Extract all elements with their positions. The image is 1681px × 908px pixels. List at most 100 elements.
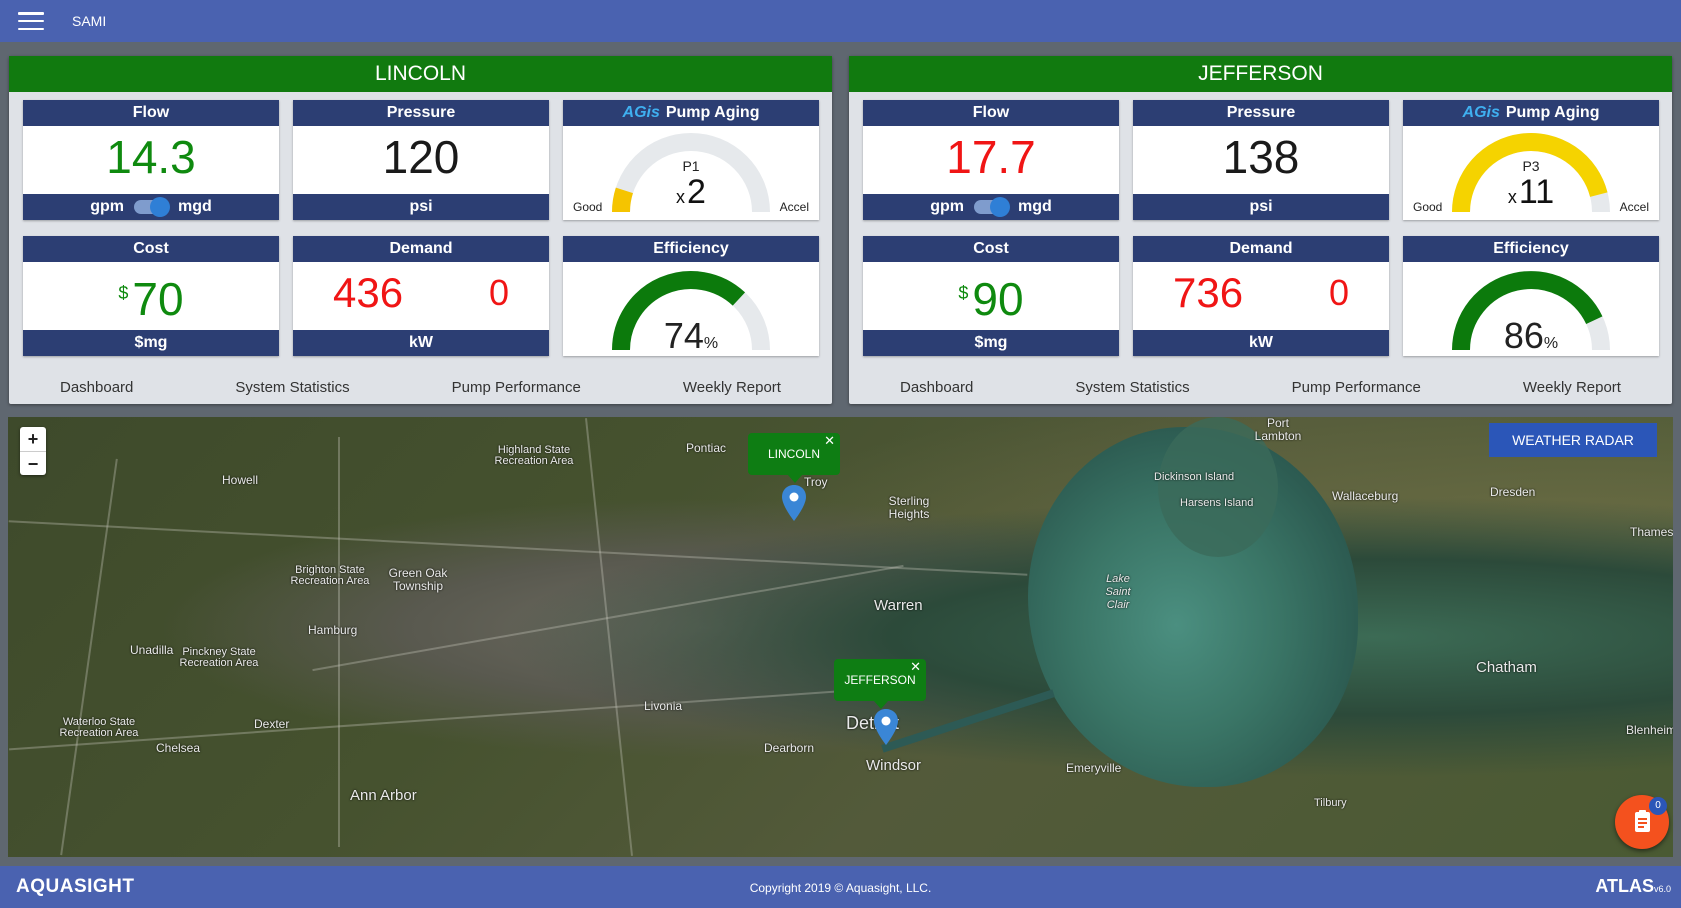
cost-unit: $mg [863,330,1119,356]
map-place-label: Unadilla [130,643,174,657]
aging-multiplier: x2 [676,173,706,211]
map-place-label: Port Lambton [1254,417,1302,443]
jefferson-map-pin-icon[interactable] [874,709,898,745]
weekly-report-link[interactable]: Weekly Report [1522,379,1621,396]
demand-value: 436 [333,269,404,316]
footer-product: ATLASv6.0 [1595,876,1671,897]
cost-label: Cost [23,236,279,262]
map-place-label: Windsor [866,757,922,774]
efficiency-card: Efficiency 86% [1403,236,1659,356]
flow-unit-toggle-row: gpm mgd [23,194,279,220]
map-place-label: Hamburg [308,623,358,637]
pressure-unit: psi [293,194,549,220]
map-place-label: Troy [804,475,828,489]
system-statistics-link[interactable]: System Statistics [235,379,350,396]
flow-card: Flow 14.3 gpm mgd [23,100,279,220]
notes-fab-button[interactable]: 0 [1615,795,1669,849]
highway-line [60,458,118,856]
weather-radar-button[interactable]: WEATHER RADAR [1489,423,1657,457]
agis-logo: AGis [1462,104,1500,121]
unit-mgd-label: mgd [178,198,212,215]
gauge-good-label: Good [1413,200,1443,214]
pump-aging-gauge [1452,133,1610,213]
efficiency-gauge [612,271,770,351]
map-place-label: Warren [874,597,923,614]
efficiency-label: Efficiency [563,236,819,262]
dashboard-link[interactable]: Dashboard [60,379,134,396]
pump-performance-link[interactable]: Pump Performance [1291,379,1421,396]
highway-line [338,437,340,847]
close-icon[interactable]: ✕ [824,433,835,448]
dashboard-link[interactable]: Dashboard [900,379,974,396]
marker-label: JEFFERSON [844,673,916,687]
map-place-label: Waterloo State Recreation Area [59,716,139,739]
station-nav-links: Dashboard System Statistics Pump Perform… [849,379,1672,396]
cost-card: Cost $90 $mg [863,236,1119,356]
pump-id: P3 [1522,158,1540,174]
map-place-label: Pinckney State Recreation Area [179,646,259,669]
map-place-label: Chatham [1476,659,1537,676]
map-place-label: Brighton State Recreation Area [290,564,370,587]
pump-aging-card[interactable]: AGis Pump Aging P1 x2 Good Accel [563,100,819,220]
flow-unit-toggle[interactable] [974,197,1010,217]
pressure-card: Pressure 138 psi [1133,100,1389,220]
lincoln-map-pin-icon[interactable] [782,485,806,521]
map-place-label: Chelsea [156,741,201,755]
system-statistics-link[interactable]: System Statistics [1075,379,1190,396]
gauge-good-label: Good [573,200,603,214]
demand-unit: kW [293,330,549,356]
zoom-in-button[interactable]: + [27,429,39,449]
hamburger-menu-icon[interactable] [18,12,44,30]
pressure-label: Pressure [293,100,549,126]
unit-gpm-label: gpm [90,198,124,215]
cost-unit: $mg [23,330,279,356]
demand-card: Demand 736 0 kW [1133,236,1389,356]
demand-label: Demand [293,236,549,262]
lincoln-marker-popup[interactable]: LINCOLN ✕ [748,433,840,483]
pump-aging-gauge [611,133,770,213]
demand-secondary-value: 0 [1328,272,1349,313]
zoom-control: + − [20,427,46,475]
flow-unit-toggle[interactable] [134,197,170,217]
gauge-accel-label: Accel [1619,200,1649,214]
footer-copyright: Copyright 2019 © Aquasight, LLC. [749,881,932,895]
efficiency-label: Efficiency [1403,236,1659,262]
map-place-label: Blenheim [1626,723,1673,737]
cost-value: $70 [118,273,184,325]
map-place-label: Emeryville [1066,761,1122,775]
pump-performance-link[interactable]: Pump Performance [451,379,581,396]
weekly-report-link[interactable]: Weekly Report [682,379,781,396]
product-name: ATLAS [1595,876,1654,896]
close-icon[interactable]: ✕ [910,659,921,674]
map-place-label: Dickinson Island [1154,471,1235,483]
cost-card: Cost $70 $mg [23,236,279,356]
demand-unit: kW [1133,330,1389,356]
footer-bar: AQUASIGHT Copyright 2019 © Aquasight, LL… [0,866,1681,908]
station-title: LINCOLN [9,56,832,92]
efficiency-gauge [1452,271,1610,351]
efficiency-value: 74% [663,315,719,356]
pump-aging-label: Pump Aging [665,104,760,121]
map-place-label: Ann Arbor [350,787,417,804]
pressure-unit: psi [1133,194,1389,220]
map-place-label: Harsens Island [1180,497,1254,509]
efficiency-value: 86% [1503,315,1559,356]
satellite-map[interactable]: + − WEATHER RADAR Pontiac Highland State… [8,417,1673,857]
map-place-label: Sterling Heights [888,494,930,521]
pump-aging-card[interactable]: AGis Pump Aging P3 x11 Good Accel [1403,100,1659,220]
map-place-label: Thames [1630,525,1673,539]
pump-aging-label: Pump Aging [1505,104,1600,121]
efficiency-card: Efficiency 74% [563,236,819,356]
map-place-label: Dearborn [764,741,815,755]
marker-label: LINCOLN [767,447,820,461]
map-place-label: Livonia [644,699,683,713]
flow-value: 14.3 [106,131,196,183]
pressure-value: 120 [382,131,460,183]
jefferson-marker-popup[interactable]: JEFFERSON ✕ [834,659,926,709]
station-panel-jefferson: JEFFERSON Flow 17.7 gpm mgd Pressure 138… [849,56,1672,404]
map-place-label: Wallaceburg [1332,489,1399,503]
top-app-bar: SAMI [0,0,1681,42]
pressure-card: Pressure 120 psi [293,100,549,220]
app-title: SAMI [72,13,107,29]
zoom-out-button[interactable]: − [20,451,46,475]
